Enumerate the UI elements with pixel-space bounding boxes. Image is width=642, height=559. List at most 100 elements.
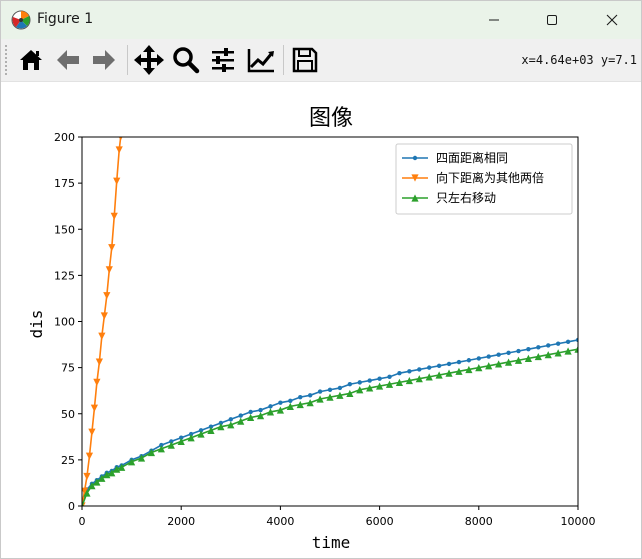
- series-2-line: [82, 137, 122, 506]
- floppy-disk-icon: [292, 47, 318, 73]
- series-1-point: [486, 354, 491, 359]
- figure-canvas[interactable]: 图像 time dis 0 2000 4000 6000 8000 10000 0 25 50 7…: [1, 82, 641, 558]
- x-tick-label: 6000: [366, 515, 394, 528]
- series-1-point: [228, 417, 233, 422]
- series-3-point: [128, 458, 136, 466]
- series-1-point: [347, 382, 353, 387]
- move-icon: [134, 45, 164, 75]
- title-bar[interactable]: Figure 1: [1, 1, 641, 39]
- close-button[interactable]: [589, 1, 635, 39]
- series-3-point: [554, 349, 562, 357]
- series-3-point: [167, 441, 175, 449]
- series-3-point: [266, 408, 275, 416]
- series-3-point: [83, 489, 91, 497]
- edit-axis-button[interactable]: [244, 43, 278, 77]
- series-1-point: [516, 348, 521, 354]
- y-tick-label: 125: [54, 269, 75, 282]
- maximize-button[interactable]: [529, 1, 575, 39]
- series-1-point: [526, 346, 531, 352]
- forward-button[interactable]: [87, 43, 121, 77]
- zoom-button[interactable]: [169, 43, 203, 77]
- x-axis-label: time: [312, 533, 351, 552]
- legend-label: 四面距离相同: [436, 150, 508, 165]
- series-3-point: [207, 426, 215, 434]
- legend-marker-swatch: [412, 155, 418, 161]
- series-1-point: [466, 358, 472, 363]
- arrow-right-icon: [93, 50, 115, 70]
- series-1-point: [496, 352, 501, 357]
- legend-label: 只左右移动: [436, 190, 496, 205]
- legend-entry[interactable]: 四面距离相同: [402, 150, 508, 165]
- series-1-point: [387, 374, 392, 380]
- y-tick-label: 50: [61, 408, 75, 421]
- series-3-point: [356, 386, 364, 394]
- series-3-point: [306, 399, 314, 407]
- pan-button[interactable]: [132, 43, 166, 77]
- series-3-point: [247, 413, 255, 422]
- series-3-point: [93, 478, 101, 486]
- legend-entry[interactable]: 向下距离为其他两倍: [402, 170, 544, 185]
- series-2-point: [95, 358, 103, 366]
- series-3-point: [276, 406, 284, 414]
- save-button[interactable]: [288, 43, 322, 77]
- magnifier-icon: [173, 47, 200, 74]
- series-3-point: [108, 469, 116, 477]
- back-button[interactable]: [51, 43, 85, 77]
- series-3-point: [98, 474, 106, 482]
- series-3-point: [316, 395, 324, 403]
- series-1-point: [377, 376, 382, 381]
- cursor-coordinates-readout: x=4.64e+03 y=7.1: [521, 53, 637, 67]
- series-1-point: [327, 387, 333, 392]
- home-button[interactable]: [14, 43, 48, 77]
- series-3-point: [237, 417, 245, 425]
- legend-label: 向下距离为其他两倍: [436, 170, 544, 185]
- series-1-point: [456, 359, 462, 365]
- series-1-point: [298, 394, 303, 400]
- series-3-point: [485, 362, 493, 370]
- series-2-point: [100, 312, 108, 320]
- x-tick-label: 0: [79, 515, 86, 528]
- navigation-toolbar: x=4.64e+03 y=7.1: [1, 39, 641, 82]
- legend-entry[interactable]: 只左右移动: [402, 190, 496, 205]
- series-3-point: [564, 347, 572, 355]
- series-2-point: [108, 244, 116, 252]
- series-2-point: [85, 452, 94, 460]
- series-3-point: [137, 454, 146, 462]
- series-2-point: [118, 137, 123, 141]
- series-2-point: [113, 177, 121, 185]
- series-3-point: [376, 382, 384, 390]
- y-tick-label: 200: [54, 131, 75, 144]
- series-3-point: [445, 369, 453, 377]
- series-3-point: [197, 430, 205, 438]
- series-3-point: [336, 391, 344, 399]
- x-tick-label: 4000: [266, 515, 294, 528]
- series-3-point: [346, 389, 354, 398]
- series-1-point: [159, 442, 164, 448]
- home-icon: [20, 50, 42, 70]
- x-tick-label: 2000: [167, 515, 195, 528]
- series-3-point: [286, 402, 294, 410]
- series-3-point: [385, 380, 394, 388]
- legend-marker-swatch: [411, 174, 419, 182]
- series-3-point: [495, 360, 503, 368]
- series-3: [82, 345, 578, 506]
- y-tick-label: 0: [68, 500, 75, 513]
- series-3-point: [147, 448, 156, 457]
- series-3-point: [366, 384, 374, 392]
- toolbar-separator: [283, 45, 284, 75]
- configure-subplots-button[interactable]: [206, 43, 240, 77]
- toolbar-separator: [127, 45, 128, 75]
- legend-box: [395, 143, 573, 215]
- series-1-point: [367, 378, 372, 383]
- plot-svg[interactable]: 图像 time dis 0 2000 4000 6000 8000 10000 0 25 50 7…: [1, 82, 641, 558]
- series-1-point: [436, 363, 442, 368]
- minimize-button[interactable]: [471, 1, 517, 39]
- series-3-point: [118, 463, 126, 471]
- series-3-point: [514, 356, 523, 364]
- series-3-point: [395, 378, 404, 386]
- x-tick-label: 8000: [465, 515, 493, 528]
- series-1-line: [82, 339, 578, 506]
- toolbar-grip[interactable]: [5, 45, 9, 75]
